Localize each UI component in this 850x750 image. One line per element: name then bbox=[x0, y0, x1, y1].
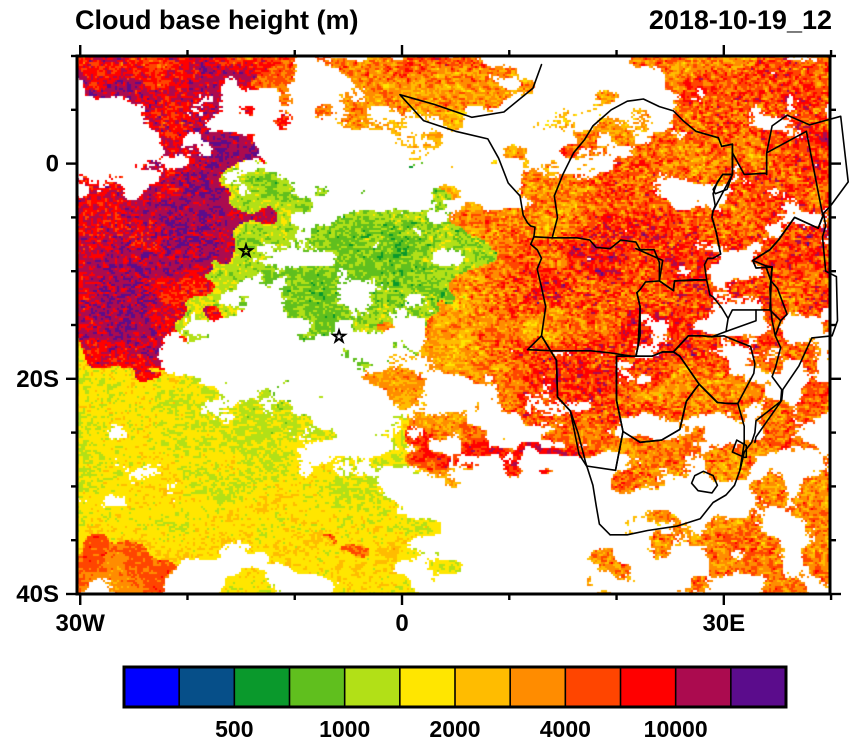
svg-text:1000: 1000 bbox=[319, 716, 370, 742]
svg-text:2000: 2000 bbox=[429, 716, 480, 742]
svg-text:500: 500 bbox=[215, 716, 253, 742]
svg-text:0: 0 bbox=[395, 610, 408, 637]
svg-text:2018-10-19_12: 2018-10-19_12 bbox=[649, 5, 832, 35]
svg-text:30W: 30W bbox=[56, 610, 106, 637]
svg-text:Cloud base height (m): Cloud base height (m) bbox=[75, 5, 359, 35]
svg-text:0: 0 bbox=[46, 151, 59, 178]
svg-text:30E: 30E bbox=[702, 610, 745, 637]
svg-text:40S: 40S bbox=[16, 581, 59, 608]
svg-text:10000: 10000 bbox=[644, 716, 708, 742]
svg-text:4000: 4000 bbox=[540, 716, 591, 742]
svg-text:20S: 20S bbox=[16, 366, 59, 393]
